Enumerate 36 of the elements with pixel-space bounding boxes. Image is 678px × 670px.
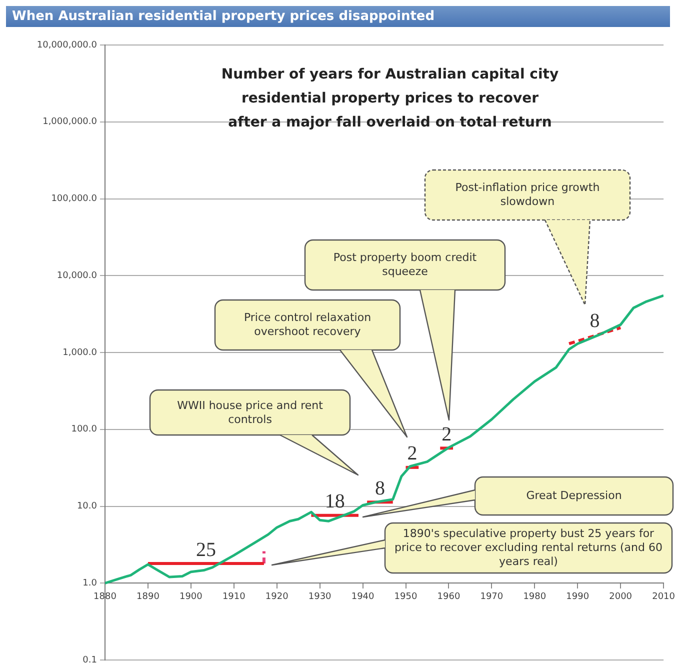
y-tick-label: 10.0 — [76, 502, 98, 512]
annotation: 25 — [196, 538, 216, 561]
x-tick-label: 1900 — [179, 592, 203, 602]
annotation: 2 — [407, 442, 418, 465]
x-tick-label: 1950 — [394, 592, 418, 602]
annotation: Great Depression — [475, 477, 673, 515]
y-tick-label: 10,000,000.0 — [36, 40, 98, 50]
chart-title: When Australian residential property prices disappointed — [6, 6, 670, 27]
x-tick-label: 1930 — [308, 592, 332, 602]
annotation: Post property boom credit squeeze — [305, 240, 505, 290]
annotation: Price control relaxation overshoot recovery — [215, 300, 400, 350]
x-tick-label: 1970 — [480, 592, 504, 602]
x-tick-label: 1910 — [222, 592, 246, 602]
x-tick-label: 1990 — [566, 592, 590, 602]
x-tick-label: 2000 — [609, 592, 632, 602]
y-tick-label: 10,000.0 — [56, 270, 98, 281]
x-tick-label: 2010 — [652, 592, 676, 602]
annotation: 8 — [590, 310, 600, 332]
y-tick-label: 0.1 — [82, 655, 97, 666]
annotation: 2 — [442, 423, 452, 446]
annotation: WWII house price and rent controls — [150, 390, 350, 435]
x-tick-label: 1920 — [265, 592, 289, 602]
annotation: Post-inflation price growth slowdown — [425, 170, 630, 220]
annotation: 8 — [374, 477, 385, 500]
annotation: 1890's speculative property bust 25 years for price to recover excluding rental returns (and 60 years real) — [385, 523, 672, 573]
y-tick-label: 1.0 — [82, 578, 98, 588]
y-tick-label: 100,000.0 — [51, 194, 98, 204]
x-tick-label: 1890 — [136, 592, 160, 602]
x-tick-label: 1940 — [351, 592, 375, 602]
text: Number of years for Australian capital city residential property prices to recover after a major fall overlaid on total return — [221, 66, 559, 131]
y-tick-label: 1,000.0 — [62, 348, 98, 358]
x-tick-label: 1960 — [437, 592, 460, 602]
x-tick-label: 1980 — [523, 592, 546, 602]
y-tick-label: 1,000,000.0 — [42, 117, 98, 128]
y-tick-label: 100.0 — [71, 424, 98, 435]
annotation: 18 — [324, 490, 345, 513]
